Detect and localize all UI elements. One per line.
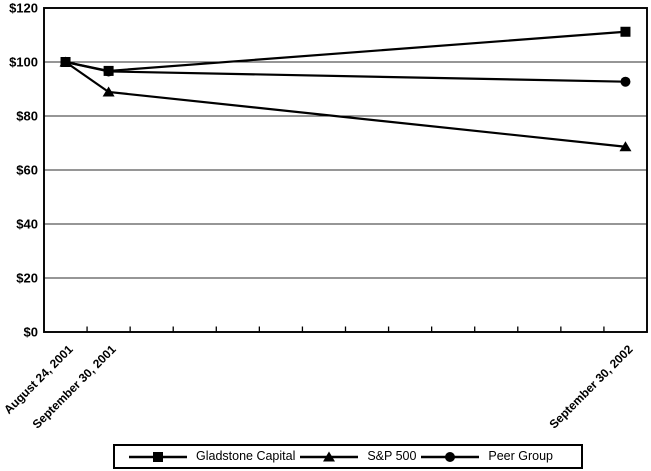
- square-marker-icon: [620, 26, 631, 37]
- triangle-marker-icon: [102, 86, 115, 97]
- legend-label: S&P 500: [367, 449, 417, 464]
- legend-label: Peer Group: [488, 449, 553, 464]
- square-marker-icon: [60, 57, 71, 67]
- y-axis-tick-label: $60: [16, 163, 38, 178]
- circle-marker-icon: [445, 451, 456, 462]
- plot-border: [43, 7, 648, 333]
- square-marker-icon: [103, 65, 114, 76]
- y-axis-tick-label: $20: [16, 271, 38, 286]
- circle-marker-icon: [620, 76, 631, 87]
- legend-item-s-p-500: S&P 500: [300, 450, 416, 464]
- triangle-marker-icon: [619, 141, 632, 152]
- square-marker-icon: [129, 451, 187, 462]
- y-axis-tick-label: $0: [24, 325, 38, 340]
- y-axis-tick-label: $40: [16, 217, 38, 232]
- y-axis-tick-label: $100: [9, 55, 38, 70]
- triangle-marker-icon: [323, 451, 336, 461]
- legend-item-gladstone-capital: Gladstone Capital: [129, 450, 295, 464]
- y-axis-tick-label: $80: [16, 109, 38, 124]
- y-axis-tick-label: $120: [9, 1, 38, 16]
- circle-marker-icon: [421, 451, 480, 462]
- legend-item-peer-group: Peer Group: [421, 450, 553, 464]
- square-marker-icon: [153, 451, 163, 462]
- legend-label: Gladstone Capital: [196, 449, 296, 464]
- chart-legend: Gladstone Capital S&P 500 Peer Group: [113, 444, 583, 469]
- triangle-marker-icon: [300, 451, 359, 461]
